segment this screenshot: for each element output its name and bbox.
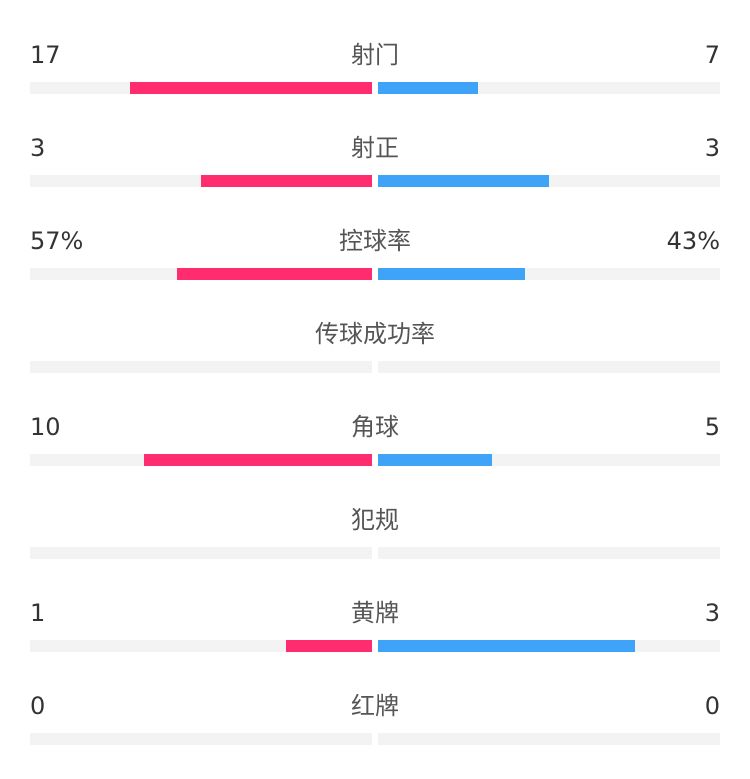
stat-row-shots: 17 射门 7 [0, 35, 750, 128]
home-bar-track [30, 361, 372, 373]
away-bar-track [378, 361, 720, 373]
stat-row-corners: 10 角球 5 [0, 407, 750, 500]
home-bar-fill [201, 175, 372, 187]
away-value: 7 [704, 41, 720, 69]
stat-label: 射正 [351, 134, 399, 162]
away-value: 0 [704, 692, 720, 720]
home-bar-track [30, 82, 372, 94]
home-value: 0 [30, 692, 46, 720]
stat-row-yellow-cards: 1 黄牌 3 [0, 593, 750, 686]
stat-label: 传球成功率 [315, 320, 435, 348]
away-value: 43% [666, 227, 720, 255]
away-bar-track [378, 733, 720, 745]
stat-row-pass-accuracy: 传球成功率 [0, 314, 750, 407]
away-bar-track [378, 82, 720, 94]
away-bar-track [378, 640, 720, 652]
home-bar-fill [177, 268, 372, 280]
away-bar-fill [378, 268, 525, 280]
stat-label: 犯规 [351, 506, 399, 534]
home-bar-fill [144, 454, 372, 466]
stat-row-possession: 57% 控球率 43% [0, 221, 750, 314]
stat-label: 红牌 [351, 692, 399, 720]
away-value: 3 [704, 134, 720, 162]
match-stats-panel: 17 射门 7 3 射正 3 57% 控球率 43% 传球成功率 10 角球 5… [0, 35, 750, 745]
stat-label: 黄牌 [351, 599, 399, 627]
home-value: 3 [30, 134, 46, 162]
home-value: 1 [30, 599, 46, 627]
home-bar-track [30, 268, 372, 280]
stat-row-fouls: 犯规 [0, 500, 750, 593]
home-bar-fill [286, 640, 372, 652]
stat-row-shots-on-target: 3 射正 3 [0, 128, 750, 221]
away-bar-fill [378, 640, 635, 652]
stat-row-red-cards: 0 红牌 0 [0, 686, 750, 779]
home-bar-fill [130, 82, 372, 94]
away-bar-fill [378, 82, 478, 94]
away-value: 5 [704, 413, 720, 441]
away-bar-track [378, 175, 720, 187]
stat-label: 射门 [351, 41, 399, 69]
home-bar-track [30, 454, 372, 466]
away-bar-fill [378, 175, 549, 187]
away-bar-track [378, 268, 720, 280]
stat-label: 角球 [351, 413, 399, 441]
away-bar-track [378, 454, 720, 466]
home-bar-track [30, 640, 372, 652]
home-bar-track [30, 733, 372, 745]
home-value: 10 [30, 413, 61, 441]
away-bar-fill [378, 454, 492, 466]
home-bar-track [30, 175, 372, 187]
home-bar-track [30, 547, 372, 559]
home-value: 17 [30, 41, 61, 69]
away-value: 3 [704, 599, 720, 627]
away-bar-track [378, 547, 720, 559]
stat-label: 控球率 [339, 227, 411, 255]
home-value: 57% [30, 227, 84, 255]
